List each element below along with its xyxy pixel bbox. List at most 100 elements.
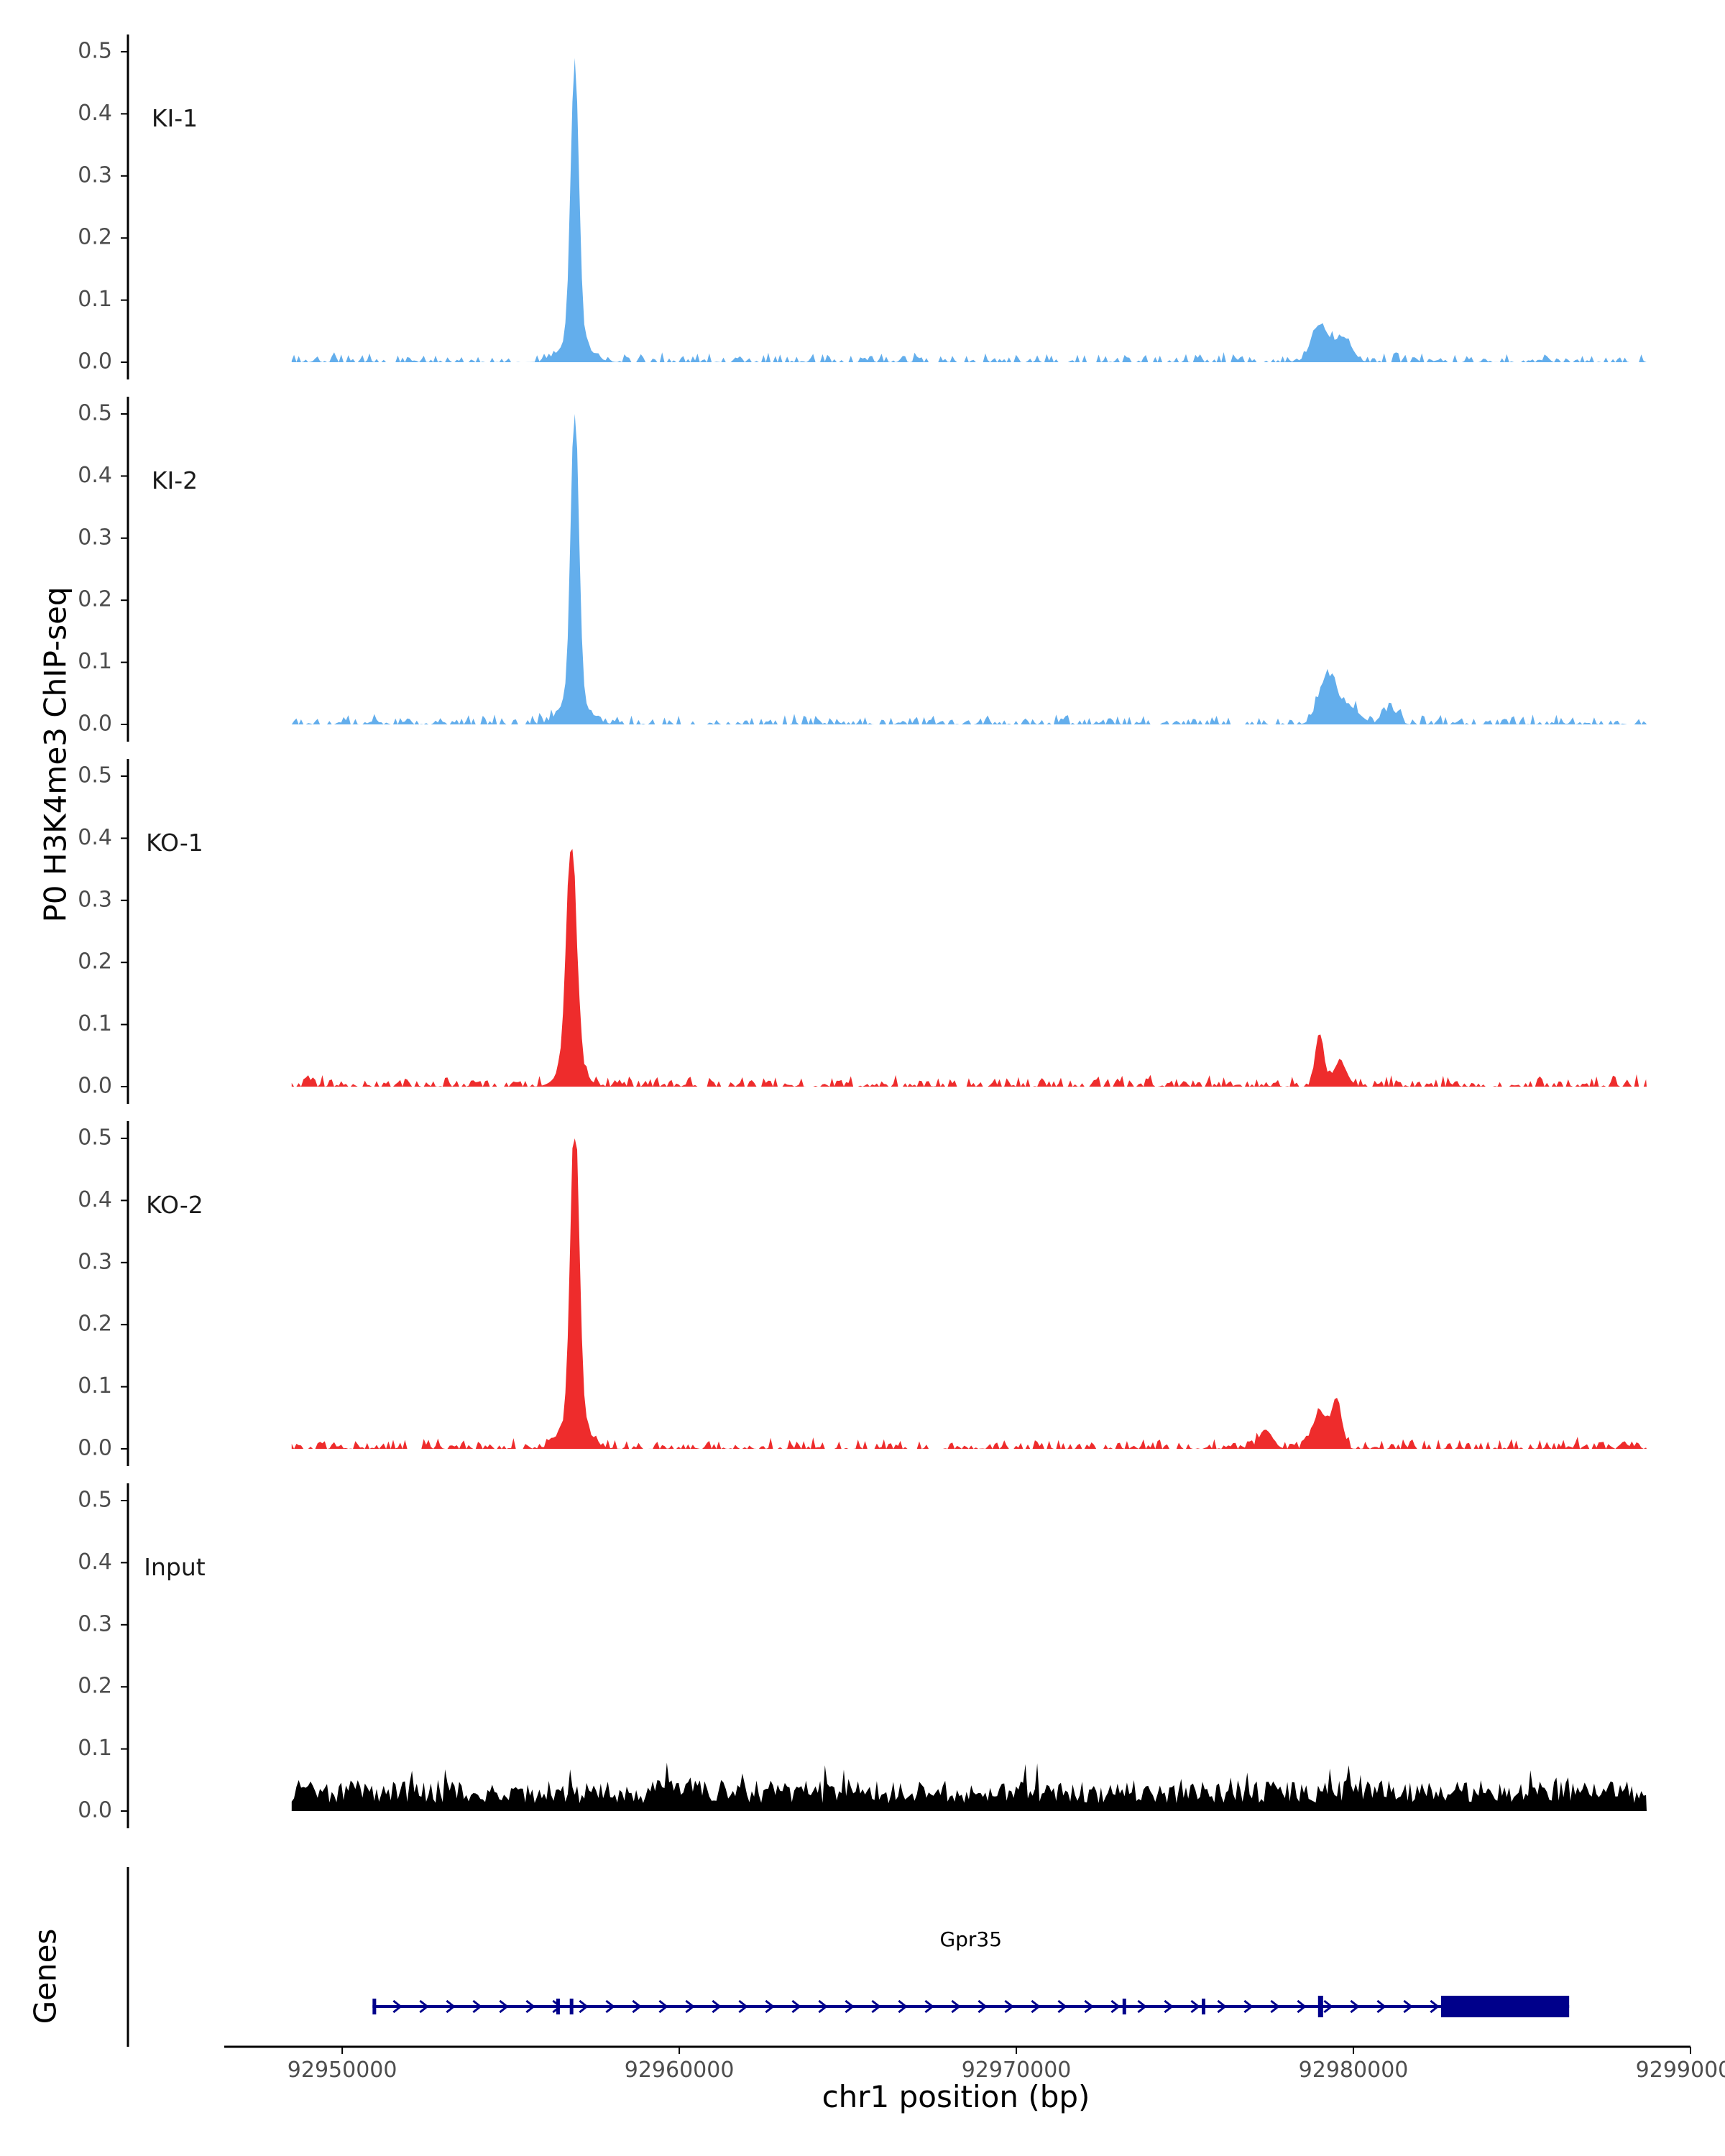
- y-tick-label: 0.0: [78, 1074, 112, 1099]
- y-tick-label: 0.3: [78, 1611, 112, 1636]
- y-tick-label: 0.1: [78, 1736, 112, 1761]
- strand-arrow: [525, 1999, 535, 2014]
- strand-arrow: [685, 1999, 695, 2014]
- strand-arrow: [1403, 1999, 1413, 2014]
- gene-panel: Genes Gpr35: [28, 1867, 1570, 2047]
- strand-arrow: [1084, 1999, 1094, 2014]
- y-tick-label: 0.0: [78, 711, 112, 737]
- strand-arrow: [1297, 1999, 1307, 2014]
- y-tick-label: 0.2: [78, 949, 112, 975]
- y-tick-label: 0.3: [78, 525, 112, 550]
- strand-arrow: [392, 1999, 402, 2014]
- exon: [372, 1999, 377, 2014]
- x-tick-label: 92980000: [1299, 2058, 1409, 2083]
- y-tick-label: 0.3: [78, 162, 112, 188]
- y-tick-label: 0.1: [78, 1373, 112, 1399]
- strand-arrow: [738, 1999, 748, 2014]
- track-ko-2: 0.0 0.1 0.2 0.3 0.4 0.5 KO-2: [78, 1121, 1647, 1466]
- y-tick-label: 0.5: [78, 763, 112, 788]
- strand-arrow: [818, 1999, 828, 2014]
- track-ko-1: 0.0 0.1 0.2 0.3 0.4 0.5 KO-1: [78, 759, 1647, 1104]
- strand-arrow: [1270, 1999, 1280, 2014]
- signal-area: [291, 57, 1647, 362]
- track-label: KO-1: [146, 829, 203, 857]
- strand-arrow: [951, 1999, 961, 2014]
- track-label: Input: [144, 1553, 206, 1581]
- y-tick-label: 0.0: [78, 349, 112, 374]
- y-tick-label: 0.4: [78, 825, 112, 850]
- x-axis: 92950000 92960000 92970000 92980000 92990000: [224, 2045, 1725, 2083]
- y-tick-label: 0.4: [78, 463, 112, 488]
- strand-arrow: [1350, 1999, 1360, 2014]
- y-tick-label: 0.0: [78, 1436, 112, 1461]
- exon: [1202, 1999, 1205, 2014]
- strand-arrow: [499, 1999, 509, 2014]
- exon: [1440, 1996, 1570, 2017]
- y-tick-label: 0.3: [78, 887, 112, 912]
- y-tick-label: 0.3: [78, 1249, 112, 1274]
- y-tick-label: 0.2: [78, 587, 112, 612]
- strand-arrow: [1057, 1999, 1067, 2014]
- strand-arrow: [419, 1999, 429, 2014]
- x-tick-label: 92990000: [1636, 2058, 1725, 2083]
- strand-arrow: [1164, 1999, 1174, 2014]
- track-ki-1: 0.0 0.1 0.2 0.3 0.4 0.5 KI-1: [78, 34, 1647, 379]
- strand-arrow: [632, 1999, 642, 2014]
- signal-area: [291, 1138, 1647, 1449]
- y-tick-label: 0.4: [78, 1549, 112, 1575]
- y-tick-label: 0.4: [78, 1187, 112, 1212]
- exon: [556, 1999, 560, 2014]
- strand-arrow: [978, 1999, 988, 2014]
- signal-area: [291, 1762, 1647, 1811]
- strand-arrow: [1031, 1999, 1041, 2014]
- strand-arrow: [871, 1999, 881, 2014]
- y-tick-label: 0.4: [78, 101, 112, 126]
- y-tick-label: 0.1: [78, 649, 112, 674]
- strand-arrow: [924, 1999, 934, 2014]
- y-tick-label: 0.1: [78, 1011, 112, 1036]
- y-tick-label: 0.5: [78, 401, 112, 426]
- y-tick-label: 0.0: [78, 1798, 112, 1823]
- x-tick-label: 92950000: [288, 2058, 397, 2083]
- genes-axis-title: Genes: [28, 1929, 63, 2024]
- track-label: KI-2: [152, 466, 198, 494]
- strand-arrow: [1376, 1999, 1386, 2014]
- exon: [569, 1999, 574, 2014]
- strand-arrow: [446, 1999, 456, 2014]
- x-tick-label: 92970000: [962, 2058, 1072, 2083]
- y-tick-label: 0.5: [78, 1125, 112, 1151]
- y-tick-label: 0.2: [78, 225, 112, 250]
- strand-arrow: [472, 1999, 482, 2014]
- strand-arrow: [845, 1999, 855, 2014]
- strand-arrow: [1004, 1999, 1014, 2014]
- strand-arrow: [791, 1999, 801, 2014]
- y-tick-label: 0.5: [78, 1488, 112, 1513]
- track-ki-2: 0.0 0.1 0.2 0.3 0.4 0.5 KI-2: [78, 397, 1647, 742]
- strand-arrow: [1323, 1999, 1333, 2014]
- strand-arrow: [552, 1999, 562, 2014]
- strand-arrow: [1243, 1999, 1254, 2014]
- x-tick-label: 92960000: [625, 2058, 735, 2083]
- exon: [1122, 1999, 1126, 2014]
- strand-arrow: [1190, 1999, 1200, 2014]
- strand-arrow: [605, 1999, 615, 2014]
- exon: [1317, 1996, 1323, 2017]
- y-tick-label: 0.2: [78, 1312, 112, 1337]
- strand-arrow: [898, 1999, 908, 2014]
- strand-arrow: [658, 1999, 668, 2014]
- y-tick-label: 0.1: [78, 287, 112, 312]
- strand-arrow: [712, 1999, 722, 2014]
- gene-gpr35: Gpr35: [372, 1927, 1570, 2017]
- y-tick-label: 0.5: [78, 39, 112, 64]
- y-tick-label: 0.2: [78, 1674, 112, 1699]
- strand-arrow: [765, 1999, 775, 2014]
- strand-arrow: [1110, 1999, 1121, 2014]
- strand-arrow: [579, 1999, 589, 2014]
- gene-label: Gpr35: [939, 1927, 1002, 1951]
- track-label: KO-2: [146, 1191, 203, 1219]
- strand-arrow: [1430, 1999, 1440, 2014]
- x-axis-title: chr1 position (bp): [822, 2079, 1090, 2114]
- signal-area: [291, 849, 1647, 1087]
- strand-arrow: [1137, 1999, 1147, 2014]
